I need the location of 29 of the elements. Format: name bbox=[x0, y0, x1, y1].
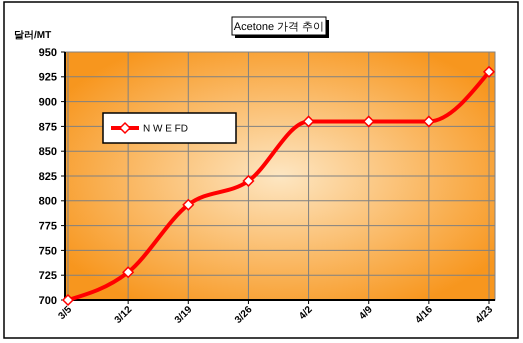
legend-label: N W E FD bbox=[143, 124, 188, 134]
point bbox=[302, 116, 314, 128]
y-tick-label: 825 bbox=[38, 170, 57, 183]
point bbox=[423, 116, 435, 128]
x-tick-label: 3/12 bbox=[112, 304, 135, 326]
y-tick-label: 750 bbox=[38, 245, 57, 258]
point bbox=[182, 199, 194, 211]
y-tick-label: 950 bbox=[38, 46, 57, 59]
y-tick-label: 725 bbox=[38, 270, 57, 282]
point bbox=[122, 266, 134, 278]
y-tick-label: 775 bbox=[38, 220, 57, 232]
x-tick-label: 3/26 bbox=[233, 304, 255, 326]
y-tick-label: 900 bbox=[38, 96, 57, 108]
point bbox=[483, 66, 495, 78]
y-tick-label: 850 bbox=[38, 146, 57, 158]
chart-title: Acetone 가격 추이 bbox=[234, 20, 324, 33]
x-tick-label: 4/9 bbox=[357, 304, 376, 322]
x-tick-label: 3/5 bbox=[56, 304, 74, 322]
point bbox=[62, 294, 74, 306]
y-tick-label: 875 bbox=[38, 121, 57, 134]
y-tick-label: 925 bbox=[38, 72, 57, 84]
point bbox=[242, 175, 254, 187]
x-tick-label: 3/19 bbox=[172, 304, 195, 326]
x-tick-label: 4/2 bbox=[297, 304, 315, 322]
x-tick-label: 4/16 bbox=[413, 304, 436, 326]
y-axis-title: 달러/MT bbox=[14, 30, 52, 41]
y-tick-label: 700 bbox=[38, 294, 57, 307]
x-tick-label: 4/23 bbox=[474, 304, 496, 326]
y-tick-label: 800 bbox=[38, 196, 57, 208]
